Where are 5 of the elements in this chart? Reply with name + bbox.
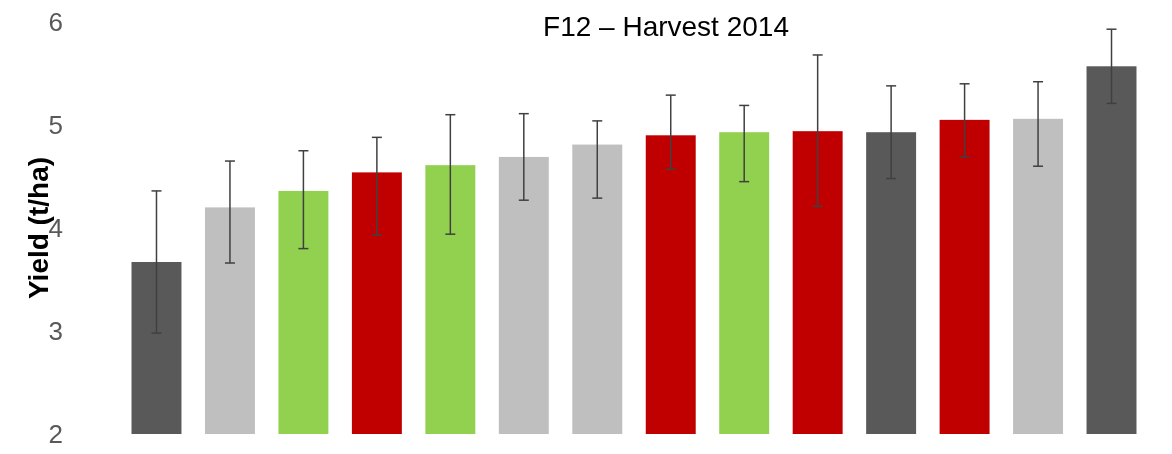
y-tick-label: 3	[48, 316, 63, 347]
y-tick-label: 2	[48, 419, 63, 450]
chart-title: F12 – Harvest 2014	[543, 11, 789, 42]
y-tick-label: 5	[48, 110, 63, 141]
y-tick-label: 6	[48, 7, 63, 38]
